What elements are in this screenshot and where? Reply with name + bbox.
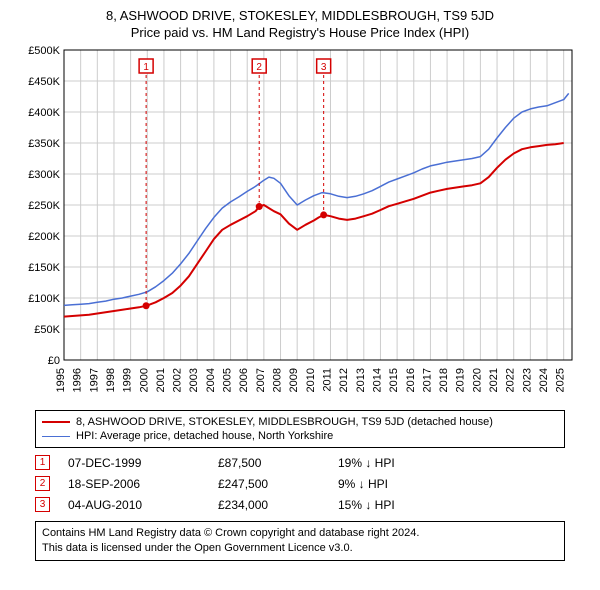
svg-text:£0: £0 (48, 355, 60, 367)
svg-text:2019: 2019 (455, 368, 467, 392)
legend-row: 8, ASHWOOD DRIVE, STOKESLEY, MIDDLESBROU… (42, 415, 558, 429)
svg-text:2007: 2007 (255, 368, 267, 392)
svg-text:£300K: £300K (28, 169, 60, 181)
transaction-diff: 19% ↓ HPI (338, 456, 565, 470)
svg-text:2002: 2002 (172, 368, 184, 392)
svg-text:1996: 1996 (72, 368, 84, 392)
svg-text:2018: 2018 (438, 368, 450, 392)
svg-text:2020: 2020 (471, 368, 483, 392)
line-chart: £0 £50K £100K £150K £200K £250K £300K £350K £400… (20, 44, 580, 404)
svg-text:2016: 2016 (405, 368, 417, 392)
svg-text:2011: 2011 (321, 368, 333, 392)
legend-label: HPI: Average price, detached house, Nort… (76, 430, 333, 442)
transaction-price: £87,500 (218, 456, 338, 470)
svg-text:2006: 2006 (238, 368, 250, 392)
svg-text:2003: 2003 (188, 368, 200, 392)
svg-text:3: 3 (321, 62, 327, 73)
transaction-row: 2 18-SEP-2006£247,5009% ↓ HPI (35, 473, 565, 494)
transaction-date: 04-AUG-2010 (68, 498, 218, 512)
chart-svg: £0 £50K £100K £150K £200K £250K £300K £350K £400… (20, 44, 580, 404)
chart-container: 8, ASHWOOD DRIVE, STOKESLEY, MIDDLESBROU… (0, 0, 600, 561)
transaction-price: £234,000 (218, 498, 338, 512)
transaction-marker: 3 (35, 497, 50, 512)
svg-text:2004: 2004 (205, 368, 217, 392)
svg-text:1: 1 (143, 62, 149, 73)
svg-text:£250K: £250K (28, 200, 60, 212)
transaction-row: 3 04-AUG-2010£234,00015% ↓ HPI (35, 494, 565, 515)
svg-text:£450K: £450K (28, 76, 60, 88)
transaction-diff: 9% ↓ HPI (338, 477, 565, 491)
svg-text:2009: 2009 (288, 368, 300, 392)
attribution-box: Contains HM Land Registry data © Crown c… (35, 521, 565, 561)
svg-text:£500K: £500K (28, 45, 60, 57)
transactions-table: 1 07-DEC-1999£87,50019% ↓ HPI 2 18-SEP-2006… (35, 452, 565, 515)
title-block: 8, ASHWOOD DRIVE, STOKESLEY, MIDDLESBROU… (0, 0, 600, 44)
svg-text:£150K: £150K (28, 262, 60, 274)
svg-text:£50K: £50K (34, 324, 60, 336)
svg-text:£200K: £200K (28, 231, 60, 243)
svg-text:2008: 2008 (272, 368, 284, 392)
title-address: 8, ASHWOOD DRIVE, STOKESLEY, MIDDLESBROU… (0, 8, 600, 23)
transaction-date: 07-DEC-1999 (68, 456, 218, 470)
svg-text:2021: 2021 (488, 368, 500, 392)
svg-text:2001: 2001 (155, 368, 167, 392)
legend-row: HPI: Average price, detached house, Nort… (42, 429, 558, 443)
svg-text:2000: 2000 (138, 368, 150, 392)
svg-text:1995: 1995 (55, 368, 67, 392)
svg-text:2022: 2022 (505, 368, 517, 392)
svg-text:2: 2 (256, 62, 262, 73)
transaction-diff: 15% ↓ HPI (338, 498, 565, 512)
svg-text:2010: 2010 (305, 368, 317, 392)
svg-text:£400K: £400K (28, 107, 60, 119)
attribution-line-2: This data is licensed under the Open Gov… (42, 541, 558, 556)
transaction-marker: 1 (35, 455, 50, 470)
legend-box: 8, ASHWOOD DRIVE, STOKESLEY, MIDDLESBROU… (35, 410, 565, 448)
svg-text:2013: 2013 (355, 368, 367, 392)
svg-text:£100K: £100K (28, 293, 60, 305)
svg-text:2015: 2015 (388, 368, 400, 392)
svg-text:£350K: £350K (28, 138, 60, 150)
legend-swatch (42, 421, 70, 423)
transaction-price: £247,500 (218, 477, 338, 491)
transaction-row: 1 07-DEC-1999£87,50019% ↓ HPI (35, 452, 565, 473)
legend-swatch (42, 436, 70, 437)
svg-text:1999: 1999 (122, 368, 134, 392)
svg-text:2023: 2023 (521, 368, 533, 392)
svg-text:2005: 2005 (222, 368, 234, 392)
svg-text:2024: 2024 (538, 368, 550, 392)
svg-text:1997: 1997 (88, 368, 100, 392)
svg-text:2017: 2017 (421, 368, 433, 392)
transaction-date: 18-SEP-2006 (68, 477, 218, 491)
svg-text:1998: 1998 (105, 368, 117, 392)
title-subtitle: Price paid vs. HM Land Registry's House … (0, 25, 600, 40)
attribution-line-1: Contains HM Land Registry data © Crown c… (42, 526, 558, 541)
svg-text:2014: 2014 (371, 368, 383, 392)
transaction-marker: 2 (35, 476, 50, 491)
svg-text:2012: 2012 (338, 368, 350, 392)
svg-text:2025: 2025 (555, 368, 567, 392)
legend-label: 8, ASHWOOD DRIVE, STOKESLEY, MIDDLESBROU… (76, 416, 493, 428)
